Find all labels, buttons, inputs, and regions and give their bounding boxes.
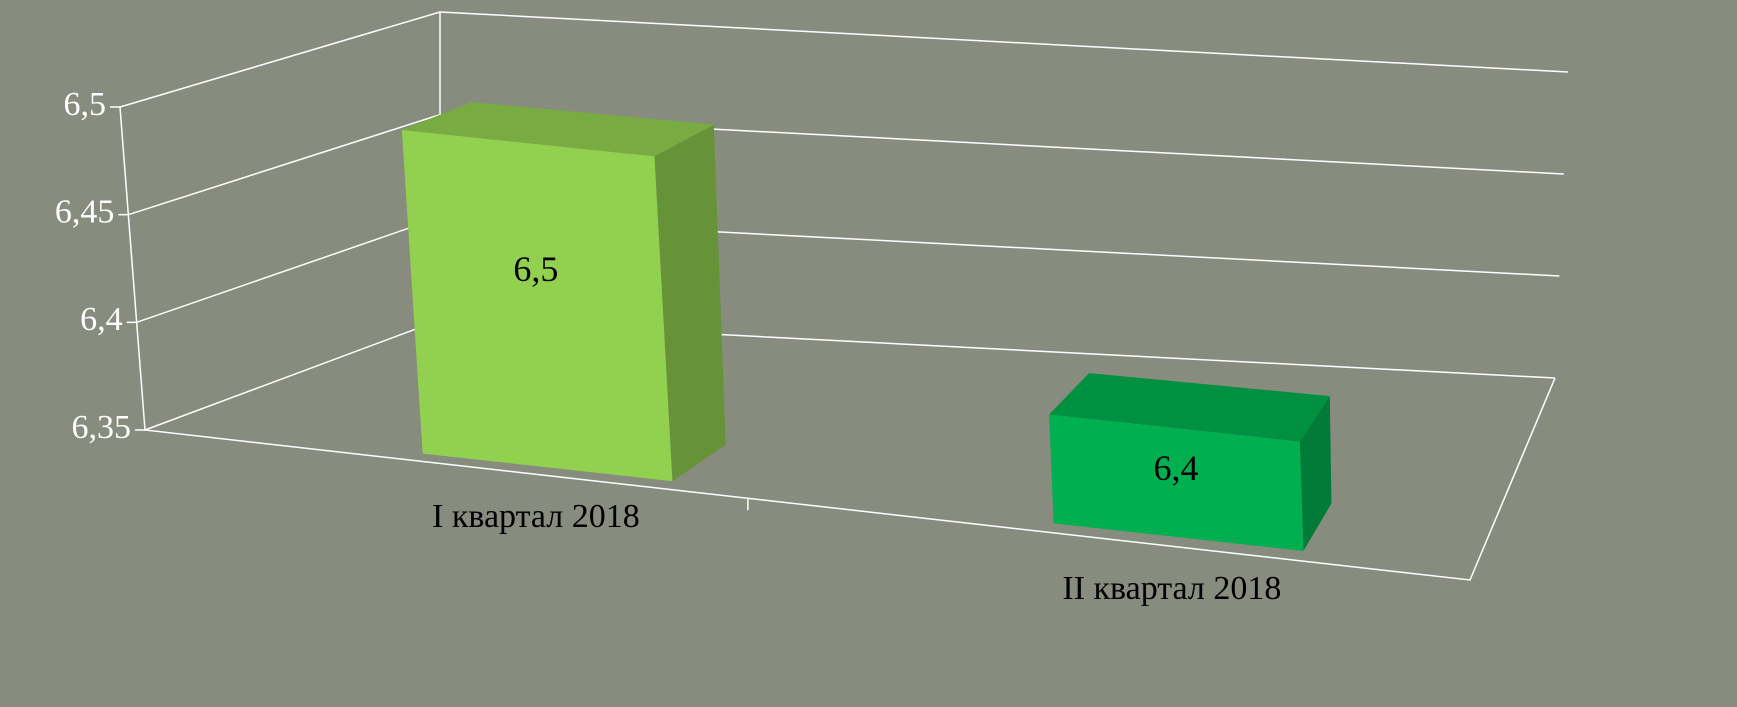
y-tick-label: 6,5 bbox=[64, 86, 107, 123]
grid-line bbox=[119, 11, 1569, 108]
grid-line bbox=[128, 113, 1564, 216]
y-tick-label: 6,45 bbox=[55, 193, 115, 230]
x-tick-label: II квартал 2018 bbox=[1062, 570, 1281, 607]
value-label: 6,4 bbox=[1154, 448, 1199, 488]
y-tick-label: 6,4 bbox=[80, 301, 123, 338]
value-label: 6,5 bbox=[513, 249, 558, 289]
bar-top bbox=[1049, 373, 1330, 442]
bar-side bbox=[654, 124, 726, 482]
bar-front bbox=[1049, 414, 1304, 551]
x-tick-label: I квартал 2018 bbox=[432, 498, 640, 535]
y-tick-label: 6,35 bbox=[72, 409, 132, 446]
axis-line bbox=[119, 106, 1556, 581]
bar-top bbox=[401, 102, 714, 157]
bar-side bbox=[1299, 396, 1332, 551]
bar-front bbox=[401, 130, 673, 482]
